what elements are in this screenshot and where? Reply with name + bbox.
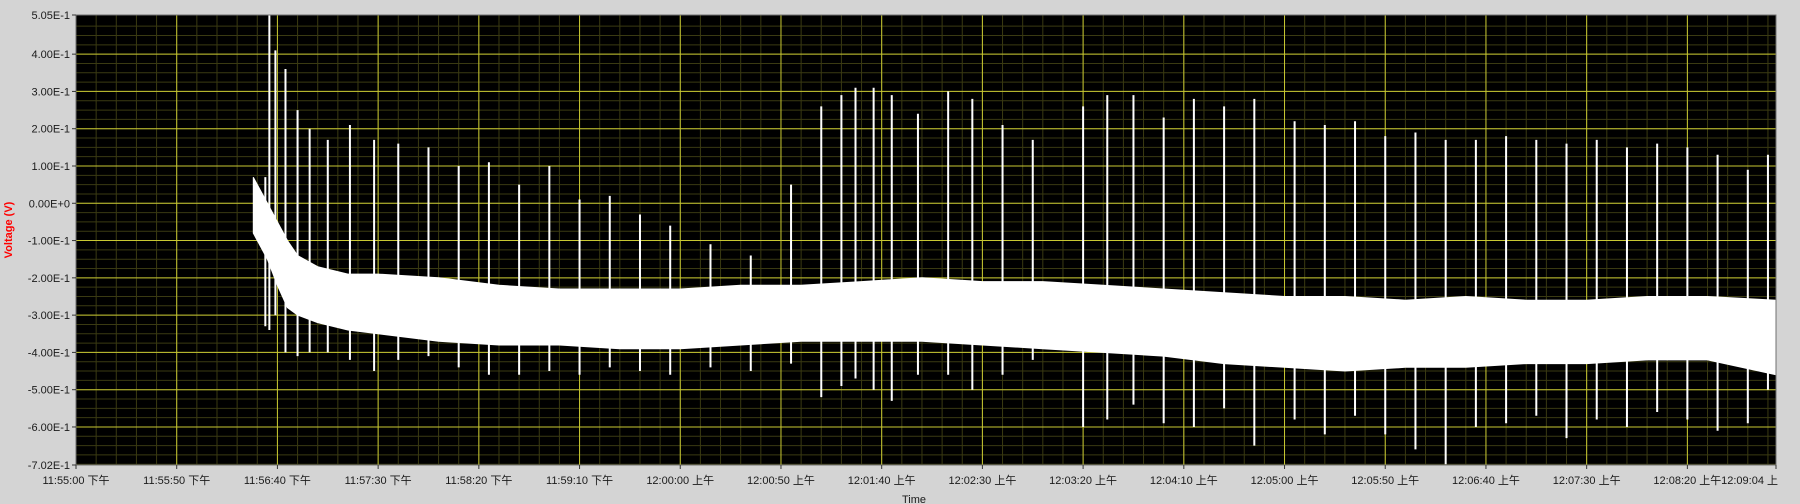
- y-tick-label: 5.05E-1: [31, 10, 70, 22]
- x-tick-label: 11:55:00 下午: [42, 474, 109, 487]
- y-tick-label: 4.00E-1: [31, 49, 70, 61]
- x-axis: 11:55:00 下午 11:55:50 下午 11:56:40 下午 11:57:3…: [42, 465, 1778, 487]
- x-tick-label: 11:59:10 下午: [546, 474, 613, 487]
- x-tick-label: 12:01:40 上午: [848, 474, 916, 487]
- x-tick-label: 11:55:50 下午: [143, 474, 210, 487]
- y-tick-label: 2.00E-1: [31, 124, 70, 136]
- x-tick-label: 12:05:00 上午: [1251, 474, 1319, 487]
- x-tick-label: 12:02:30 上午: [948, 474, 1016, 487]
- y-axis-title: Voltage (V): [3, 201, 15, 258]
- x-tick-label: 12:07:30 上午: [1553, 474, 1621, 487]
- plot-area[interactable]: [75, 14, 1777, 466]
- x-tick-label: 11:56:40 下午: [244, 474, 311, 487]
- signal-trace: [252, 15, 1777, 465]
- y-tick-label: -4.00E-1: [28, 347, 70, 359]
- y-tick-label: 0.00E+0: [29, 198, 70, 210]
- y-tick-label: -2.00E-1: [28, 273, 70, 285]
- x-axis-title: Time: [902, 494, 926, 504]
- x-tick-label: 12:05:50 上午: [1351, 474, 1419, 487]
- x-tick-label: 12:08:20 上午: [1653, 474, 1721, 487]
- y-tick-label: 3.00E-1: [31, 86, 70, 98]
- y-axis: 5.05E-1 4.00E-1 3.00E-1 2.00E-1 1.00E-1 0.00E…: [28, 10, 76, 472]
- x-tick-label: 12:00:00 上午: [646, 474, 714, 487]
- y-tick-label: -5.00E-1: [28, 385, 70, 397]
- x-tick-label: 12:03:20 上午: [1049, 474, 1117, 487]
- x-tick-label: 12:00:50 上午: [747, 474, 815, 487]
- x-tick-label: 11:57:30 下午: [345, 474, 412, 487]
- x-tick-label: 11:58:20 下午: [445, 474, 512, 487]
- y-tick-label: -7.02E-1: [28, 460, 70, 472]
- y-tick-label: -1.00E-1: [28, 236, 70, 248]
- x-tick-label: 12:04:10 上午: [1150, 474, 1218, 487]
- plot-border: [75, 14, 1777, 466]
- x-tick-label: 12:06:40 上午: [1452, 474, 1520, 487]
- y-tick-label: -6.00E-1: [28, 422, 70, 434]
- y-tick-label: 1.00E-1: [31, 161, 70, 173]
- x-tick-label: 12:09:04 上: [1721, 474, 1778, 487]
- y-tick-label: -3.00E-1: [28, 310, 70, 322]
